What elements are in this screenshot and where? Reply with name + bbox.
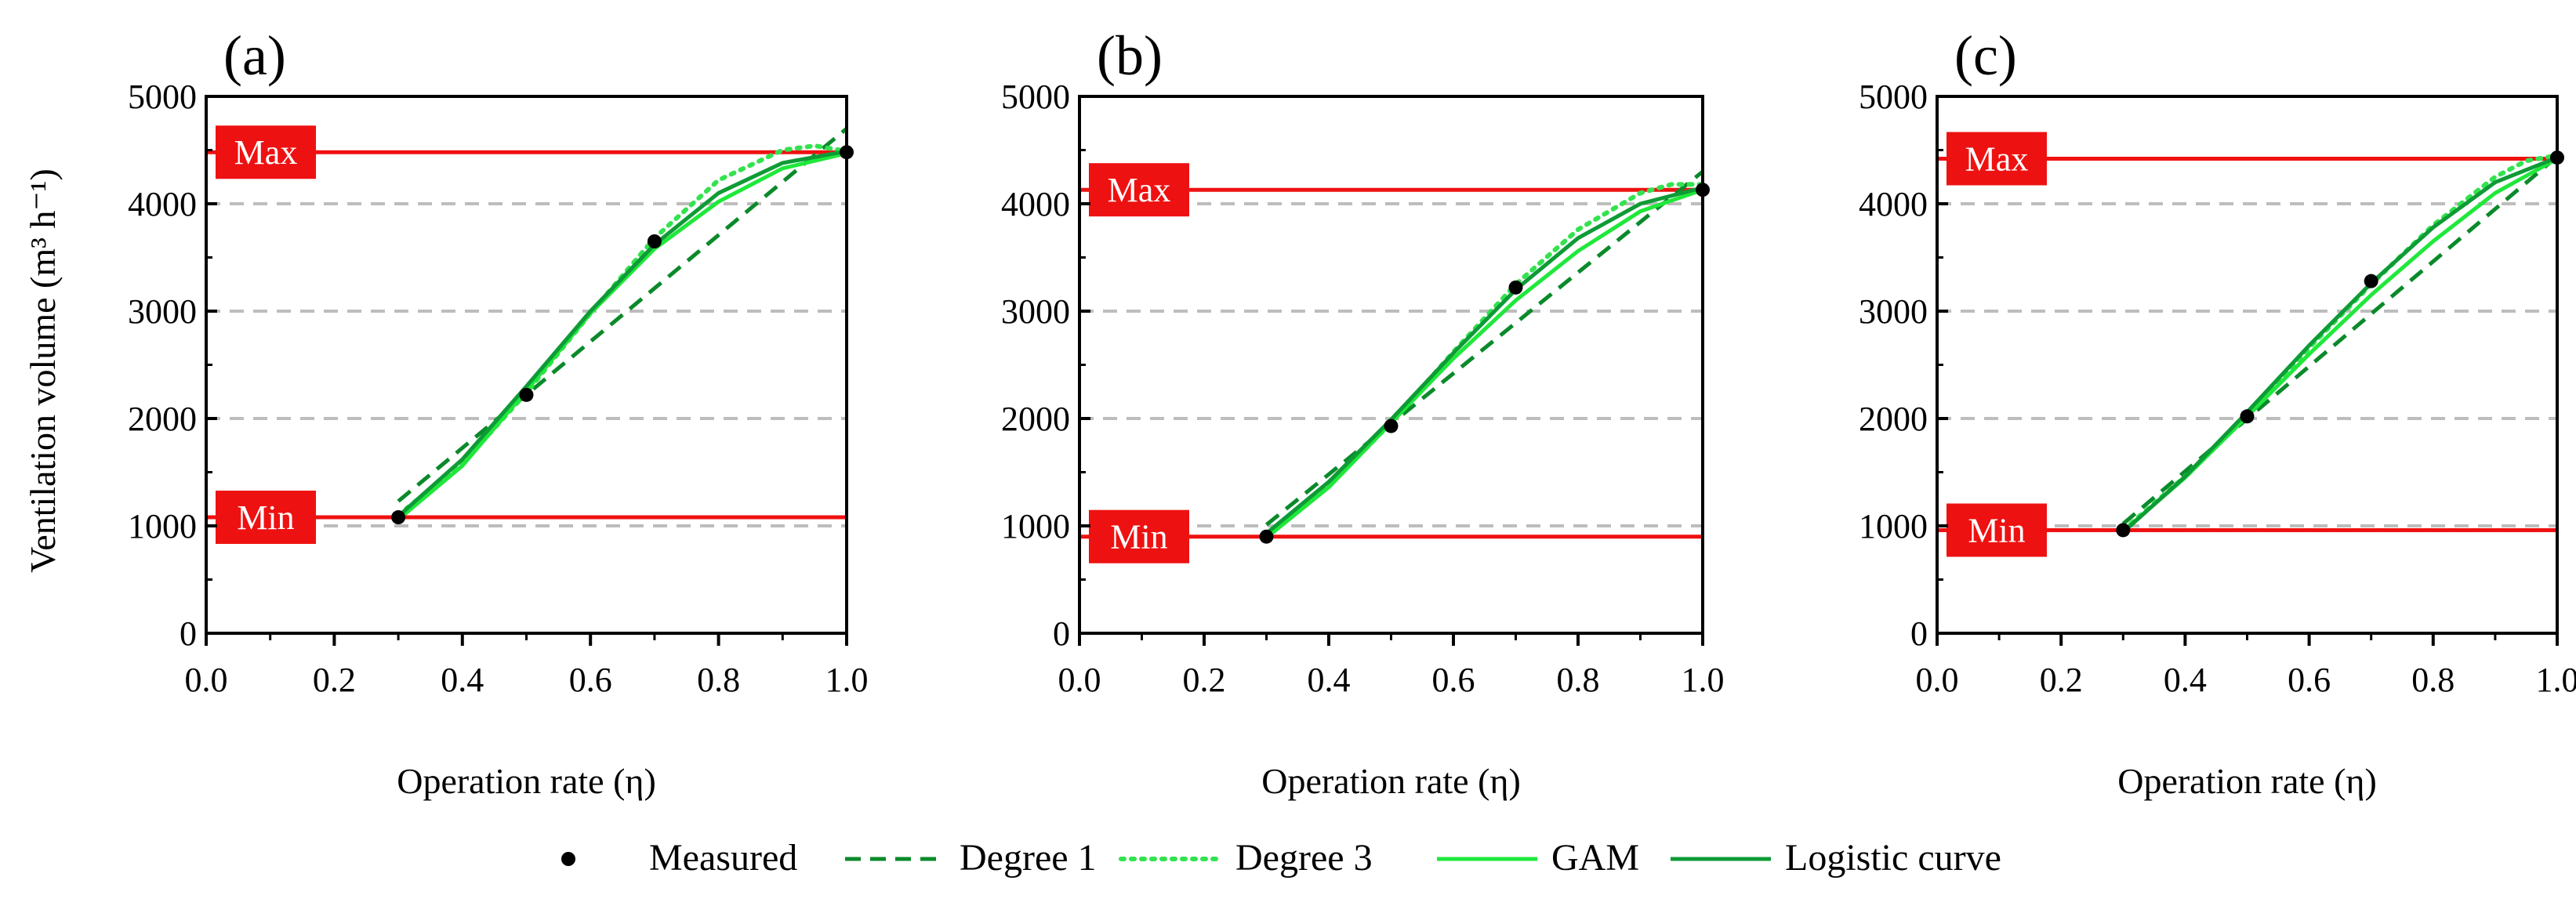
x-tick-label: 0.4 (441, 661, 484, 699)
y-tick-label: 2000 (1859, 400, 1928, 438)
series-logistic-line (1264, 186, 1703, 535)
x-tick-label: 0.2 (313, 661, 356, 699)
x-tick-label: 0.2 (2040, 661, 2083, 699)
panel-label: (c) (1954, 24, 2017, 87)
series-gam-line (397, 151, 847, 521)
legend-label-gam: GAM (1551, 837, 1639, 879)
max-label-box (1947, 132, 2047, 186)
y-tick-label: 0 (1053, 614, 1070, 653)
x-tick-label: 0.8 (1557, 661, 1600, 699)
panel-c: (c) Max Min 0 1000 2000 3000 4000 5000 0.0 0.2 0.4 0… (1859, 24, 2576, 801)
y-tick-label: 2000 (128, 400, 197, 438)
legend-item-logistic: Logistic curve (1671, 837, 2001, 879)
y-tick-label: 0 (180, 614, 197, 653)
y-tick-label: 2000 (1001, 400, 1070, 438)
series-degree1-line (1264, 169, 1704, 527)
series-gam-line (1264, 187, 1703, 540)
y-tick-label: 4000 (1001, 185, 1070, 223)
series-logistic-line (397, 149, 847, 518)
y-tick-label: 0 (1910, 614, 1928, 653)
legend: Measured Degree 1 Degree 3 GAM Logistic curv… (561, 837, 2001, 879)
x-tick-label: 0.6 (2288, 661, 2331, 699)
series-logistic-line (2121, 155, 2558, 534)
y-tick-label: 3000 (1001, 292, 1070, 331)
x-tick-label: 0.8 (697, 661, 740, 699)
y-tick-label: 3000 (1859, 292, 1928, 331)
max-label: Max (234, 133, 298, 172)
measured-point (1259, 529, 1274, 544)
legend-label-measured: Measured (649, 837, 797, 879)
legend-label-logistic: Logistic curve (1785, 837, 2001, 879)
x-tick-label: 0.0 (185, 661, 228, 699)
x-tick-label: 0.4 (2164, 661, 2207, 699)
x-tick-label: 1.0 (2536, 661, 2576, 699)
panel-a: (a) Max Min 0 1000 2000 3000 4000 5000 0.0 0.2 0.4 0… (128, 24, 869, 801)
max-label-box (216, 125, 316, 179)
x-tick-label: 0.0 (1916, 661, 1959, 699)
y-tick-label: 1000 (1859, 507, 1928, 545)
legend-label-degree1: Degree 1 (960, 837, 1097, 879)
x-tick-label: 0.6 (569, 661, 612, 699)
panel-label: (b) (1097, 24, 1163, 87)
legend-item-gam: GAM (1437, 837, 1639, 879)
x-axis-title: Operation rate (η) (1261, 761, 1521, 801)
measured-point (647, 234, 662, 248)
x-tick-label: 0.4 (1308, 661, 1351, 699)
min-label-box (216, 491, 316, 545)
x-tick-label: 1.0 (1682, 661, 1725, 699)
max-label-box (1089, 163, 1189, 217)
measured-point (519, 387, 534, 402)
x-tick-label: 0.0 (1058, 661, 1101, 699)
min-label-box (1089, 509, 1189, 563)
measured-point (391, 510, 406, 525)
max-label: Max (1965, 140, 2029, 178)
y-tick-label: 3000 (128, 292, 197, 331)
panel-label: (a) (223, 24, 286, 87)
y-axis-title: Ventilation volume (m³ h⁻¹) (23, 168, 63, 573)
y-tick-label: 1000 (128, 507, 197, 545)
series-degree1-line (397, 127, 848, 503)
x-tick-label: 0.6 (1432, 661, 1475, 699)
measured-point (1384, 419, 1399, 433)
y-tick-label: 5000 (128, 78, 197, 116)
min-label: Min (237, 498, 294, 537)
min-label: Min (1110, 518, 1167, 556)
min-label: Min (1968, 511, 2025, 549)
measured-point (1508, 280, 1523, 295)
y-tick-label: 1000 (1001, 507, 1070, 545)
x-axis-title: Operation rate (η) (397, 761, 656, 801)
panels: (a) Max Min 0 1000 2000 3000 4000 5000 0.0 0.2 0.4 0… (128, 24, 2576, 801)
min-label-box (1947, 503, 2047, 557)
measured-point (2364, 274, 2378, 288)
legend-item-degree3: Degree 3 (1119, 837, 1373, 879)
panel-b: (b) Max Min 0 1000 2000 3000 4000 5000 0.0 0.2 0.4 0… (1001, 24, 1725, 801)
legend-item-degree1: Degree 1 (845, 837, 1097, 879)
max-label: Max (1108, 171, 1171, 209)
y-tick-label: 5000 (1001, 78, 1070, 116)
measured-point (2116, 523, 2131, 538)
y-tick-label: 5000 (1859, 78, 1928, 116)
legend-marker-measured (561, 852, 575, 866)
x-tick-label: 0.8 (2411, 661, 2454, 699)
x-axis-title: Operation rate (η) (2117, 761, 2377, 801)
legend-label-degree3: Degree 3 (1235, 837, 1373, 879)
y-tick-label: 4000 (128, 185, 197, 223)
series-degree1-line (2121, 154, 2559, 526)
legend-item-measured: Measured (561, 837, 797, 879)
x-tick-label: 1.0 (825, 661, 869, 699)
y-tick-label: 4000 (1859, 185, 1928, 223)
measured-point (2240, 409, 2255, 424)
x-tick-label: 0.2 (1183, 661, 1226, 699)
